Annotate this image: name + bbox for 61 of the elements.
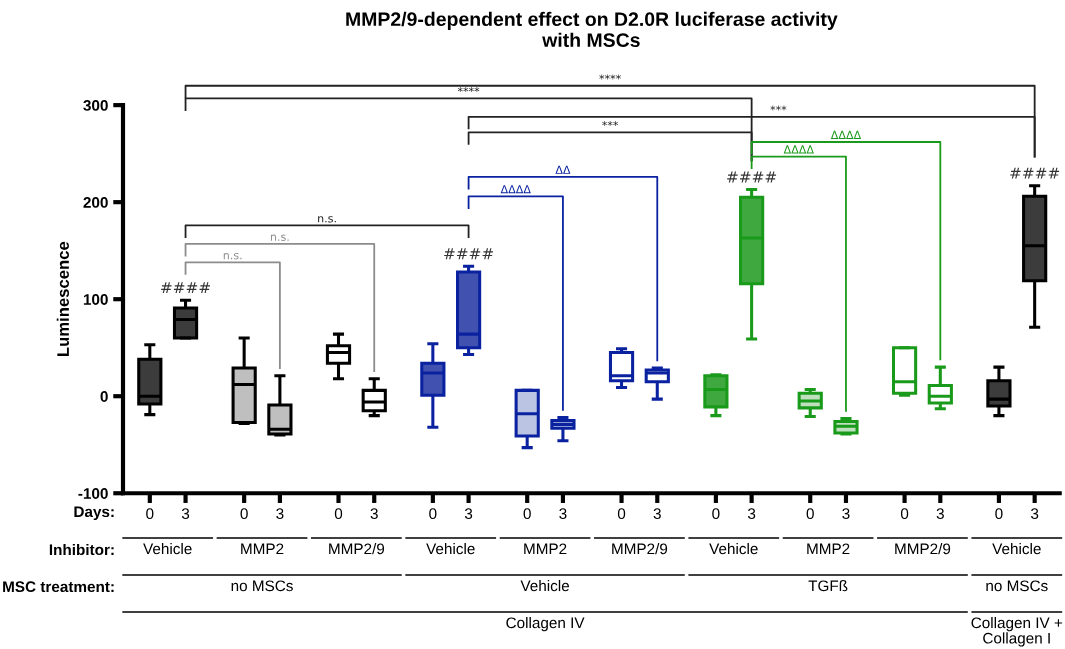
text: no MSCs xyxy=(986,580,1048,592)
chart-title: MMP2/9-dependent effect on D2.0R luciferase activity with MSCs xyxy=(346,11,838,47)
annotation: n.s. xyxy=(270,234,289,241)
annotation: #### xyxy=(1010,167,1060,179)
x-tick-label: 3 xyxy=(842,508,850,520)
x-tick-label: 3 xyxy=(181,508,190,520)
x-tick-label: 0 xyxy=(334,508,343,520)
x-tick-label: 3 xyxy=(559,508,567,520)
text: **** xyxy=(457,87,480,93)
text: Inhibitor: xyxy=(49,543,114,556)
annotation: *** xyxy=(602,120,619,127)
x-tick-label: 3 xyxy=(464,508,473,520)
y-tick-label: 200 xyxy=(83,197,108,208)
text: Vehicle xyxy=(520,580,570,592)
text: no MSCs xyxy=(231,580,293,592)
y-tick-label: 300 xyxy=(83,100,108,111)
x-tick-label: 0 xyxy=(146,508,154,520)
text: Collagen IV + Collagen I xyxy=(971,617,1063,647)
y-axis-title: Luminescence xyxy=(56,241,69,356)
annotation: n.s. xyxy=(223,253,242,260)
x-tick-label: 0 xyxy=(712,508,720,520)
annotation: ΔΔΔΔ xyxy=(783,145,814,154)
text: Days: xyxy=(74,506,114,521)
x-tick-label: 3 xyxy=(653,508,661,520)
text: TGFß xyxy=(808,580,848,592)
annotation: *** xyxy=(770,105,787,111)
text: MMP2/9 xyxy=(329,543,385,555)
text: MMP2/9 xyxy=(612,543,668,555)
x-tick-label: 0 xyxy=(429,508,437,520)
text: Vehicle xyxy=(709,543,758,555)
x-tick-label: 3 xyxy=(370,508,378,520)
text: Vehicle xyxy=(426,543,475,555)
x-tick-label: 0 xyxy=(240,508,248,520)
x-tick-label: 3 xyxy=(936,508,944,520)
text: MMP2/9 xyxy=(895,543,951,555)
annotation: #### xyxy=(161,282,210,294)
annotation: n.s. xyxy=(318,216,336,223)
annotation: ΔΔΔΔ xyxy=(500,185,531,194)
x-tick-label: 3 xyxy=(276,508,284,520)
x-tick-label: 0 xyxy=(900,508,909,520)
y-tick-label: 100 xyxy=(83,294,108,305)
y-tick-label: 0 xyxy=(100,391,108,402)
text: MMP2 xyxy=(241,543,284,555)
annotation: ΔΔΔΔ xyxy=(830,130,862,139)
x-tick-label: 3 xyxy=(1030,508,1039,520)
annotation: ΔΔ xyxy=(555,165,571,174)
x-tick-label: 0 xyxy=(995,508,1003,520)
text: Vehicle xyxy=(992,543,1041,555)
text: **** xyxy=(599,74,621,80)
annotation: #### xyxy=(727,171,777,183)
x-tick-label: 0 xyxy=(617,508,626,520)
x-tick-label: 0 xyxy=(806,508,814,520)
text: MSC treatment: xyxy=(3,581,114,593)
y-tick-label: -100 xyxy=(78,488,108,499)
x-tick-label: 0 xyxy=(523,508,531,520)
x-tick-label: 3 xyxy=(747,508,756,520)
text: MMP2 xyxy=(524,543,567,555)
text: Collagen IV xyxy=(506,617,585,632)
text: Vehicle xyxy=(143,543,192,555)
annotation: #### xyxy=(444,248,494,260)
text: MMP2 xyxy=(807,543,850,555)
